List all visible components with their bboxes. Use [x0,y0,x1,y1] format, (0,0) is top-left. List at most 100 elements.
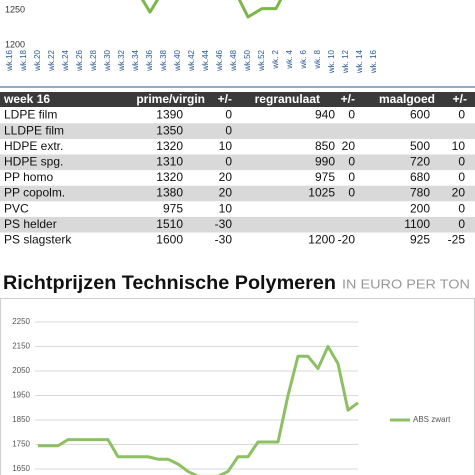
table-cell: 1390 [156,108,183,122]
table-cell: 200 [410,201,430,215]
x-tick-label: wk.26 [75,49,84,71]
table-row-bg [0,216,475,233]
table-cell: 500 [410,139,430,153]
x-tick-label: wk.28 [89,49,98,71]
table-cell: 0 [348,154,355,168]
table-cell: 0 [458,170,465,184]
legend-label: ABS zwart [413,415,451,424]
x-tick-label: wk.48 [229,49,238,71]
table-header: prime/virgin [136,92,205,106]
y-tick-label: 1950 [12,391,30,400]
table-cell: LDPE film [4,108,57,122]
table-cell: 10 [452,139,466,153]
x-tick-label: wk. 16 [369,49,378,74]
table-row-bg [0,185,475,202]
table-cell: 680 [410,170,430,184]
x-tick-label: wk.38 [159,49,168,71]
x-tick-label: wk. 12 [341,49,350,74]
table-cell: 990 [315,154,335,168]
table-cell: 0 [458,217,465,231]
table-cell: 975 [163,201,183,215]
table-cell: HDPE extr. [4,139,63,153]
table-cell: 1100 [404,217,430,231]
x-tick-label: wk.50 [243,49,252,71]
table-cell: LLDPE film [4,123,64,137]
y-tick-label: 2050 [12,366,30,375]
table-cell: HDPE spg. [4,154,63,168]
x-tick-label: wk.46 [215,49,224,71]
table-header: week 16 [3,92,50,106]
table-cell: 1310 [156,154,183,168]
y-tick-label: 1850 [12,415,30,424]
table-cell: -25 [448,232,466,246]
data-line [38,345,359,475]
table-cell: 975 [315,170,335,184]
table-cell: 1380 [156,186,183,200]
table-cell: 0 [458,201,465,215]
x-tick-label: wk.42 [187,49,196,71]
x-tick-label: wk.40 [173,49,182,71]
table-cell: 1025 [308,186,335,200]
table-cell: 0 [225,123,232,137]
table-cell: PP homo [4,170,53,184]
y-tick-label: 1200 [5,39,25,49]
table-cell: 20 [452,186,466,200]
x-tick-label: wk.16 [5,49,14,71]
table-cell: 0 [458,108,465,122]
section-title: Richtprijzen Technische Polymeren [3,273,336,294]
x-tick-label: wk.36 [145,49,154,71]
x-tick-label: wk. 8 [313,49,322,69]
table-cell: 0 [348,170,355,184]
table-cell: 1320 [156,170,183,184]
x-tick-label: wk.30 [103,49,112,71]
table-header: +/- [453,92,467,106]
table-row-bg [0,123,475,139]
table-cell: PS slagsterk [4,232,72,246]
table-cell: 0 [458,154,465,168]
table-cell: 850 [315,139,335,153]
table-cell: -20 [338,232,356,246]
table-cell: 20 [219,186,233,200]
table-cell: 20 [342,139,356,153]
table-cell: PVC [4,201,29,215]
table-cell: 0 [348,108,355,122]
x-tick-label: wk.44 [201,49,210,71]
table-cell: 1600 [156,232,183,246]
table-header: regranulaat [255,92,320,106]
table-cell: 10 [219,201,233,215]
x-tick-label: wk.24 [61,49,70,71]
x-tick-label: wk. 4 [285,49,294,69]
bottom-chart-frame [0,298,475,475]
top-chart-bg [0,0,475,87]
table-header: +/- [341,92,355,106]
table-cell: -30 [215,232,233,246]
x-tick-label: wk.18 [19,49,28,71]
x-tick-label: wk.32 [117,49,126,71]
x-tick-label: wk. 2 [271,49,280,69]
table-cell: 780 [410,186,430,200]
table-cell: 10 [219,139,233,153]
table-cell: 0 [225,154,232,168]
table-header-bg [0,92,475,107]
table-header: +/- [218,92,232,106]
x-tick-label: wk.34 [131,49,140,71]
x-tick-label: wk. 10 [327,49,336,74]
table-cell: 925 [410,232,430,246]
x-tick-label: wk. 6 [299,49,308,69]
y-tick-label: 1750 [12,440,30,449]
y-tick-label: 2150 [12,342,30,351]
table-cell: 20 [219,170,233,184]
table-cell: 720 [410,154,430,168]
table-cell: 1510 [156,217,183,231]
x-tick-label: wk.20 [33,49,42,71]
x-tick-label: wk.52 [257,49,266,71]
table-cell: 1350 [156,123,183,137]
table-cell: 1200 [308,232,335,246]
table-cell: -30 [215,217,233,231]
y-tick-label: 1250 [5,4,25,14]
x-tick-label: wk. 14 [355,49,364,74]
table-cell: PS helder [4,217,57,231]
table-cell: 600 [410,108,430,122]
table-cell: 1320 [156,139,183,153]
